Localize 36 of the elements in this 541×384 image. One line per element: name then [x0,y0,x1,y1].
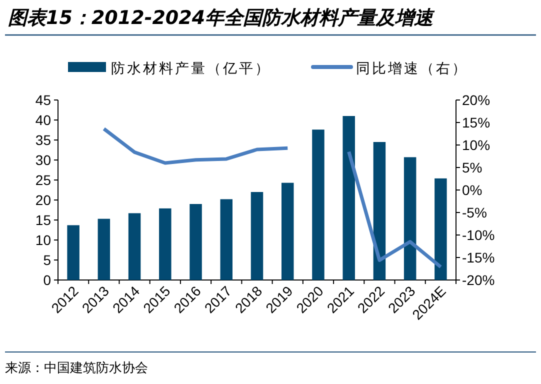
bar [404,157,416,280]
y2-tick-label: -15% [462,250,495,266]
y-tick-label: 25 [35,172,52,188]
y2-tick-label: 0% [462,182,482,198]
y-tick-label: 5 [43,252,52,268]
chart-title: 图表15：2012-2024年全国防水材料产量及增速 [8,7,436,29]
y2-tick-label: 5% [462,160,482,176]
bar [373,142,386,280]
bar [312,130,324,280]
bar [434,178,447,280]
y2-tick-label: 10% [462,137,490,153]
bar [67,225,80,280]
legend-label: 防水材料产量（亿平） [111,61,271,77]
bar [159,208,172,280]
bar [250,192,264,280]
y-tick-label: 40 [35,112,52,128]
bar [342,116,355,280]
bar [128,213,141,280]
y2-tick-label: -5% [462,204,487,220]
y2-tick-label: 15% [462,114,490,130]
y-tick-label: 10 [35,232,52,248]
y-tick-label: 35 [35,132,52,148]
y2-tick-label: -10% [462,227,495,243]
y-tick-label: 20 [35,192,52,208]
y-tick-label: 15 [35,212,52,228]
y-tick-label: 45 [35,92,52,108]
bar [220,199,233,280]
bar [98,218,110,280]
source-note: 来源：中国建筑防水协会 [5,361,148,376]
legend-label: 同比增速（右） [356,61,468,77]
bar [190,204,202,280]
y-tick-label: 0 [43,272,52,288]
y2-tick-label: 20% [462,92,490,108]
bar [281,182,294,280]
y-tick-label: 30 [35,152,52,168]
y2-tick-label: -20% [462,272,495,288]
